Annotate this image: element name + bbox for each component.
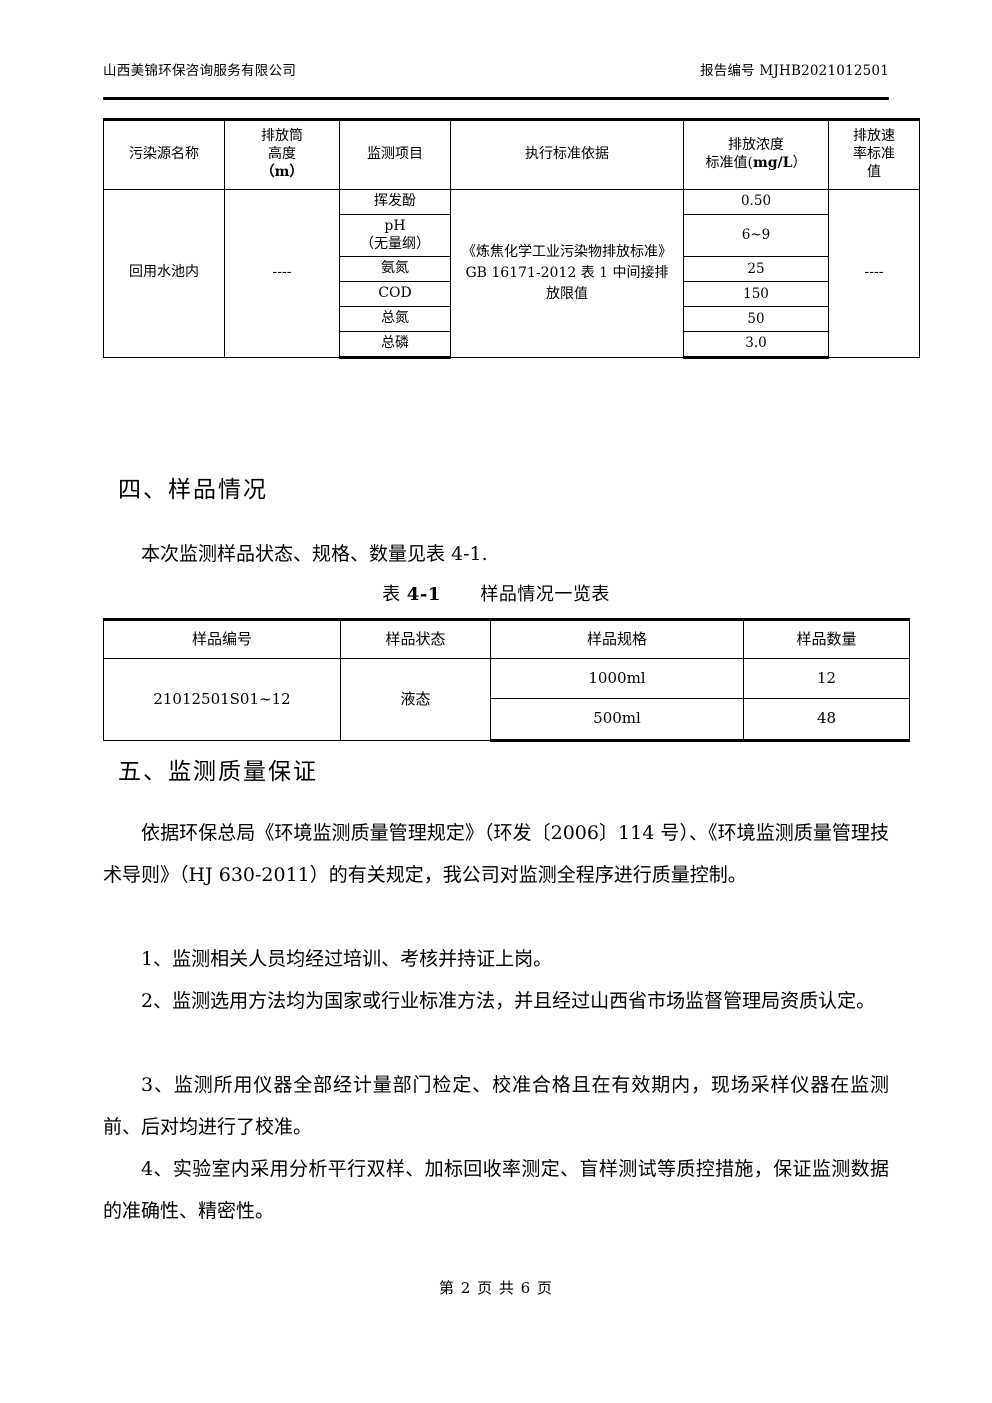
header-company-name: 山西美锦环保咨询服务有限公司 [103, 63, 297, 79]
cell-rate-standard: ---- [828, 188, 920, 359]
cell-concentration-value: 0.50 [683, 188, 829, 215]
cell-sample-spec: 1000ml [490, 658, 744, 700]
column-header-concentration-limit: 排放浓度 标准值(mg/L） [683, 118, 829, 190]
cell-stack-height: ---- [224, 188, 340, 359]
table-row: 21012501S01~12 液态 1000ml 12 [103, 658, 910, 741]
table-row: 回用水池内 ---- 挥发酚 《炼焦化学工业污染物排放标准》GB 16171-2… [103, 188, 920, 359]
cell-sample-count: 12 [743, 658, 910, 700]
paragraph-qa-item-3: 3、监测所用仪器全部经计量部门检定、校准合格且在有效期内，现场采样仪器在监测前、… [103, 1064, 889, 1148]
cell-monitor-item: 总磷 [339, 331, 451, 360]
cell-monitor-item: pH （无量纲） [339, 213, 451, 258]
cell-monitor-item: 挥发酚 [339, 188, 451, 215]
caption-title: 样品情况一览表 [480, 584, 610, 605]
column-header-source-name: 污染源名称 [103, 118, 225, 190]
paragraph-qa-item-4: 4、实验室内采用分析平行双样、加标回收率测定、盲样测试等质控措施，保证监测数据的… [103, 1148, 889, 1232]
rate-standard-line3: 值 [867, 163, 881, 180]
cell-sample-count: 48 [743, 698, 910, 742]
paragraph-qa-item-2: 2、监测选用方法均为国家或行业标准方法，并且经过山西省市场监督管理局资质认定。 [103, 980, 889, 1022]
cell-monitor-item: 总氮 [339, 306, 451, 333]
cell-concentration-value: 3.0 [683, 331, 829, 360]
header-divider-rule [103, 97, 889, 100]
emission-standard-table: 污染源名称 排放筒 高度 （m） 监测项目 执行标准依据 排放浓度 标准值(mg… [103, 118, 920, 360]
page-header: 山西美锦环保咨询服务有限公司 报告编号 MJHB2021012501 [103, 62, 889, 81]
stack-height-line2: 高度 [268, 145, 296, 162]
cell-monitor-item: 氨氮 [339, 256, 451, 283]
paragraph-sample-intro: 本次监测样品状态、规格、数量见表 4-1. [103, 533, 889, 575]
concentration-line2-prefix: 标准值( [705, 154, 753, 171]
cell-concentration-value: 150 [683, 281, 829, 308]
table-row: 总磷 3.0 [104, 331, 920, 360]
column-header-standard-basis: 执行标准依据 [450, 118, 684, 190]
cell-concentration-value: 25 [683, 256, 829, 283]
cell-standard-basis: 《炼焦化学工业污染物排放标准》GB 16171-2012 表 1 中间接排放限值 [450, 188, 684, 359]
page-footer: 第 2 页 共 6 页 [439, 1279, 553, 1297]
paragraph-text: 本次监测样品状态、规格、数量见表 4-1. [141, 543, 488, 565]
table-row: COD 150 [104, 281, 920, 308]
cell-concentration-value: 50 [683, 306, 829, 333]
column-header-stack-height: 排放筒 高度 （m） [224, 118, 340, 190]
cell-source-name: 回用水池内 [103, 188, 225, 359]
paragraph-text: 3、监测所用仪器全部经计量部门检定、校准合格且在有效期内，现场采样仪器在监测前、… [103, 1074, 889, 1138]
monitor-item-line1: pH [384, 217, 406, 234]
column-header-sample-id: 样品编号 [103, 617, 341, 660]
monitor-item-line2: （无量纲） [360, 235, 430, 252]
section-heading-five: 五、监测质量保证 [118, 759, 318, 785]
rate-standard-line2: 率标准 [853, 145, 895, 162]
concentration-line2-suffix: ） [792, 154, 807, 171]
cell-sample-id: 21012501S01~12 [103, 658, 341, 741]
column-header-rate-standard: 排放速 率标准 值 [828, 118, 920, 190]
table-header-row: 样品编号 样品状态 样品规格 样品数量 [103, 617, 910, 660]
paragraph-text: 4、实验室内采用分析平行双样、加标回收率测定、盲样测试等质控措施，保证监测数据的… [103, 1158, 889, 1222]
table-row: 氨氮 25 [104, 256, 920, 283]
stack-height-line1: 排放筒 [261, 128, 303, 144]
paragraph-qa-item-1: 1、监测相关人员均经过培训、考核并持证上岗。 [103, 938, 889, 980]
cell-sample-state: 液态 [340, 658, 491, 741]
paragraph-qa-intro: 依据环保总局《环境监测质量管理规定》（环发〔2006〕114 号）、《环境监测质… [103, 812, 889, 896]
cell-concentration-value: 6~9 [683, 213, 829, 258]
table-row: pH （无量纲） 6~9 [104, 213, 920, 258]
stack-height-line3: （m） [260, 163, 304, 180]
column-header-sample-state: 样品状态 [340, 617, 491, 660]
table-header-row: 污染源名称 排放筒 高度 （m） 监测项目 执行标准依据 排放浓度 标准值(mg… [103, 118, 920, 190]
paragraph-text: 1、监测相关人员均经过培训、考核并持证上岗。 [141, 948, 553, 970]
cell-sample-spec: 500ml [490, 698, 744, 742]
column-header-sample-spec: 样品规格 [490, 617, 744, 660]
cell-monitor-item: COD [339, 281, 451, 308]
table-caption-4-1: 表 4-1 样品情况一览表 [103, 580, 889, 606]
caption-number: 4-1 [406, 584, 441, 605]
concentration-line1: 排放浓度 [728, 136, 784, 153]
rate-standard-line1: 排放速 [853, 128, 895, 144]
paragraph-text: 2、监测选用方法均为国家或行业标准方法，并且经过山西省市场监督管理局资质认定。 [141, 990, 876, 1012]
sample-summary-table: 样品编号 样品状态 样品规格 样品数量 21012501S01~12 液态 10… [103, 617, 910, 742]
section-heading-four: 四、样品情况 [118, 477, 268, 503]
table-row: 总氮 50 [104, 306, 920, 333]
column-header-monitor-item: 监测项目 [339, 118, 451, 190]
paragraph-text: 依据环保总局《环境监测质量管理规定》（环发〔2006〕114 号）、《环境监测质… [103, 822, 889, 886]
concentration-unit: mg/L [752, 154, 793, 171]
table-row: 500ml 48 [104, 698, 910, 742]
column-header-sample-count: 样品数量 [743, 617, 910, 660]
caption-prefix: 表 [382, 584, 401, 605]
header-report-number: 报告编号 MJHB2021012501 [700, 63, 889, 79]
